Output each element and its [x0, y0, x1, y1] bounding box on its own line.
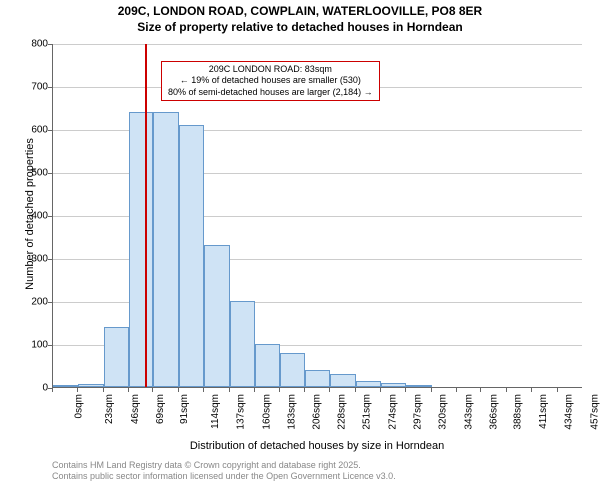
x-tick-mark — [52, 388, 53, 392]
histogram-bar — [381, 383, 406, 387]
x-tick-mark — [203, 388, 204, 392]
x-tick-label: 228sqm — [336, 394, 347, 430]
annotation-line-3: 80% of semi-detached houses are larger (… — [168, 87, 373, 98]
histogram-bar — [330, 374, 355, 387]
footnote: Contains HM Land Registry data © Crown c… — [52, 460, 396, 482]
histogram-bar — [153, 112, 178, 387]
x-tick-label: 0sqm — [73, 394, 84, 418]
x-tick-label: 183sqm — [287, 394, 298, 430]
x-tick-label: 69sqm — [155, 394, 166, 424]
y-tick-label: 600 — [31, 125, 48, 136]
annotation-line-2: ← 19% of detached houses are smaller (53… — [168, 75, 373, 86]
x-tick-mark — [128, 388, 129, 392]
x-axis-label: Distribution of detached houses by size … — [52, 440, 582, 452]
marker-line — [145, 44, 147, 387]
x-tick-mark — [557, 388, 558, 392]
x-tick-label: 23sqm — [104, 394, 115, 424]
y-tick-label: 700 — [31, 82, 48, 93]
histogram-bar — [406, 385, 431, 387]
x-tick-mark — [480, 388, 481, 392]
x-tick-mark — [355, 388, 356, 392]
annotation-line-1: 209C LONDON ROAD: 83sqm — [168, 64, 373, 75]
histogram-bar — [305, 370, 330, 387]
y-tick-label: 800 — [31, 39, 48, 50]
gridline — [53, 44, 582, 45]
x-tick-mark — [405, 388, 406, 392]
histogram-bar — [280, 353, 304, 387]
histogram-bar — [255, 344, 280, 387]
y-tick-label: 300 — [31, 254, 48, 265]
x-tick-mark — [254, 388, 255, 392]
x-tick-mark — [304, 388, 305, 392]
footnote-line-1: Contains HM Land Registry data © Crown c… — [52, 460, 396, 471]
chart-titles: 209C, LONDON ROAD, COWPLAIN, WATERLOOVIL… — [0, 0, 600, 35]
histogram-bar — [53, 385, 78, 387]
annotation-box: 209C LONDON ROAD: 83sqm← 19% of detached… — [161, 61, 380, 101]
histogram-bar — [78, 384, 103, 387]
x-tick-label: 320sqm — [438, 394, 449, 430]
x-tick-label: 46sqm — [130, 394, 141, 424]
x-tick-mark — [103, 388, 104, 392]
y-tick-label: 400 — [31, 211, 48, 222]
y-tick-label: 100 — [31, 340, 48, 351]
x-tick-label: 343sqm — [463, 394, 474, 430]
histogram-bar — [179, 125, 204, 387]
x-tick-mark — [531, 388, 532, 392]
x-tick-mark — [431, 388, 432, 392]
y-tick-label: 500 — [31, 168, 48, 179]
histogram-bar — [104, 327, 129, 387]
x-tick-label: 297sqm — [413, 394, 424, 430]
x-tick-mark — [77, 388, 78, 392]
x-tick-label: 434sqm — [564, 394, 575, 430]
x-tick-label: 457sqm — [589, 394, 600, 430]
x-tick-label: 160sqm — [261, 394, 272, 430]
chart-container: 209C, LONDON ROAD, COWPLAIN, WATERLOOVIL… — [0, 0, 600, 500]
x-tick-mark — [329, 388, 330, 392]
x-tick-mark — [178, 388, 179, 392]
x-tick-label: 388sqm — [513, 394, 524, 430]
x-tick-mark — [380, 388, 381, 392]
x-tick-mark — [456, 388, 457, 392]
x-tick-label: 114sqm — [210, 394, 221, 429]
x-tick-label: 366sqm — [489, 394, 500, 430]
x-tick-label: 274sqm — [387, 394, 398, 430]
x-tick-mark — [229, 388, 230, 392]
footnote-line-2: Contains public sector information licen… — [52, 471, 396, 482]
histogram-bar — [230, 301, 255, 387]
title-line-1: 209C, LONDON ROAD, COWPLAIN, WATERLOOVIL… — [0, 4, 600, 20]
x-tick-mark — [506, 388, 507, 392]
x-tick-label: 91sqm — [179, 394, 190, 424]
y-tick-label: 200 — [31, 297, 48, 308]
x-tick-mark — [152, 388, 153, 392]
x-tick-label: 411sqm — [538, 394, 549, 429]
x-tick-label: 137sqm — [236, 394, 247, 430]
x-tick-mark — [279, 388, 280, 392]
x-tick-label: 251sqm — [362, 394, 373, 430]
histogram-bar — [356, 381, 381, 387]
histogram-bar — [204, 245, 229, 387]
plot-area: 209C LONDON ROAD: 83sqm← 19% of detached… — [52, 44, 582, 388]
histogram-bar — [129, 112, 153, 387]
title-line-2: Size of property relative to detached ho… — [0, 20, 600, 36]
x-tick-label: 206sqm — [312, 394, 323, 430]
